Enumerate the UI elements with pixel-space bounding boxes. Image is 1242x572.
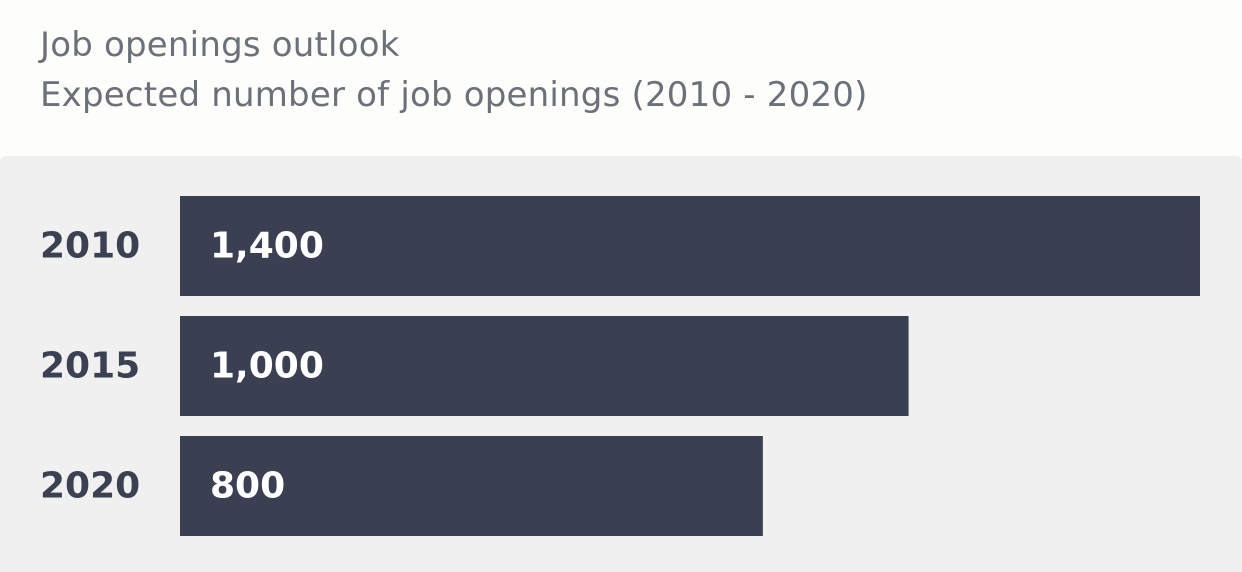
category-label-2010: 2010 [40,226,140,267]
chart-header: Job openings outlook Expected number of … [40,20,1200,120]
chart-subtitle: Expected number of job openings (2010 - … [40,75,868,115]
value-label-2020: 800 [210,466,285,507]
value-label-2010: 1,400 [210,226,324,267]
category-label-2020: 2020 [40,466,140,507]
chart-title: Job openings outlook [40,25,400,65]
chart-panel: 2010 1,400 2015 1,000 2020 800 [0,156,1242,572]
value-label-2015: 1,000 [210,346,324,387]
bar-chart: 2010 1,400 2015 1,000 2020 800 [40,196,1200,536]
bar-2020 [180,436,763,536]
bar-2015 [180,316,909,416]
category-label-2015: 2015 [40,346,140,387]
bar-2010 [180,196,1200,296]
